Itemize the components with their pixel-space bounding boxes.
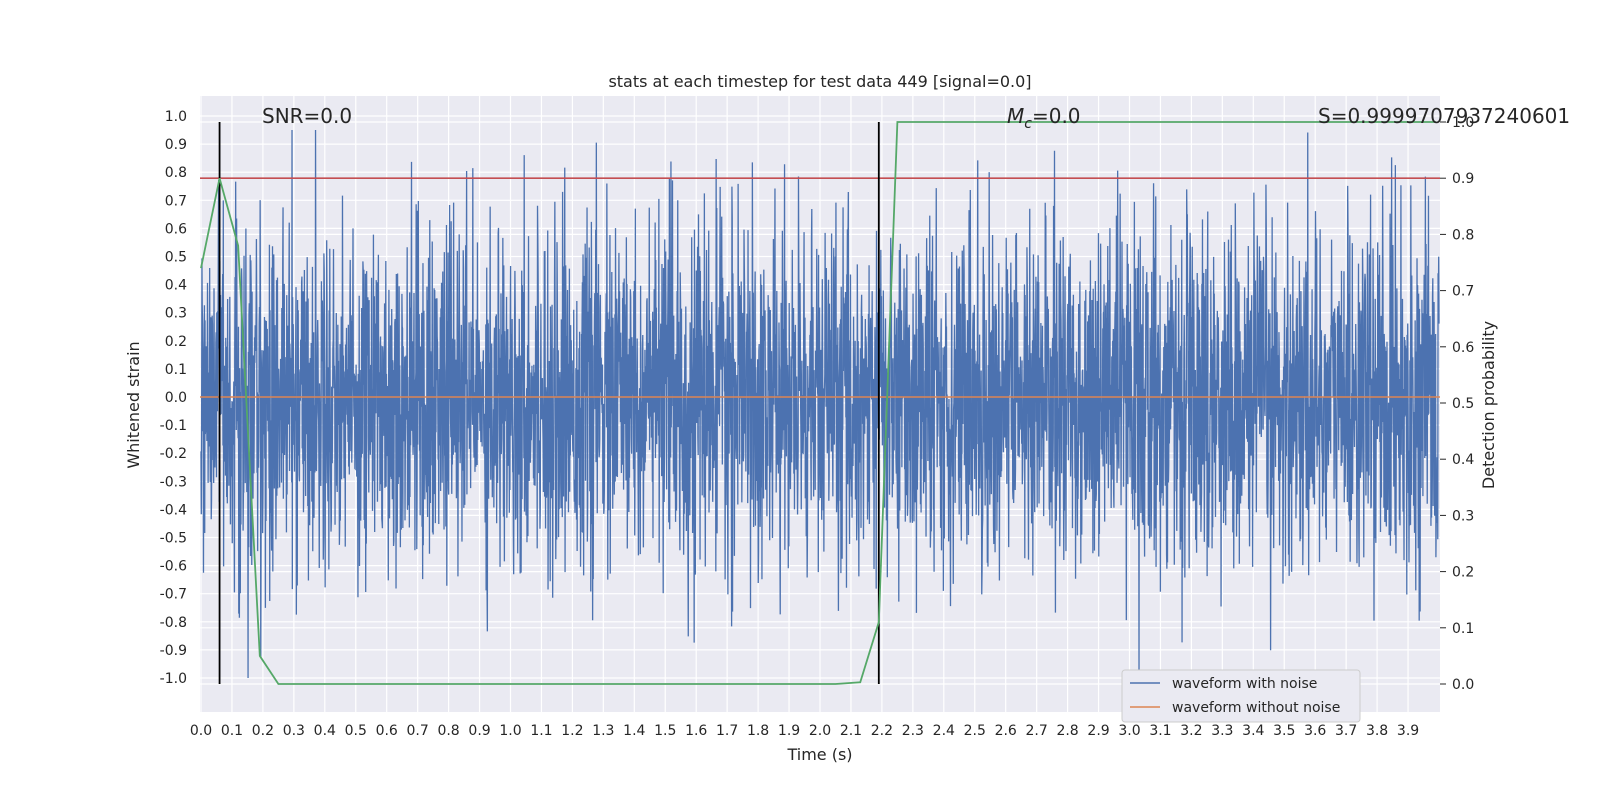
y-right-tick-label: 0.1 (1452, 621, 1474, 637)
x-tick-label: 1.6 (685, 723, 707, 739)
x-tick-label: 1.5 (654, 723, 676, 739)
y-right-tick-label: 0.3 (1452, 508, 1474, 524)
x-tick-label: 0.3 (283, 723, 305, 739)
y-left-tick-label: -0.9 (160, 643, 187, 659)
vertical-markers (218, 122, 880, 684)
y-right-tick-label: 0.9 (1452, 171, 1474, 187)
x-tick-label: 2.8 (1056, 723, 1078, 739)
x-tick-label: 1.0 (499, 723, 521, 739)
y-left-tick-label: 0.0 (165, 390, 187, 406)
x-tick-label: 2.4 (933, 723, 955, 739)
x-tick-label: 3.4 (1242, 723, 1264, 739)
x-tick-label: 0.7 (407, 723, 429, 739)
y-right-tick-label: 0.8 (1452, 227, 1474, 243)
x-tick-label: 3.1 (1149, 723, 1171, 739)
y-right-tick-label: 0.5 (1452, 396, 1474, 412)
noise-waveform (200, 130, 1440, 679)
x-tick-label: 3.7 (1335, 723, 1357, 739)
y-left-tick-label: 0.1 (165, 362, 187, 378)
y-left-tick-label: -0.3 (160, 474, 187, 490)
x-tick-label: 3.5 (1273, 723, 1295, 739)
mc-value: =0.0 (1032, 104, 1081, 128)
y-left-tick-label: -0.4 (160, 502, 187, 518)
x-tick-label: 2.3 (902, 723, 924, 739)
legend-label-clean: waveform without noise (1172, 700, 1340, 716)
snr-annotation: SNR=0.0 (262, 104, 352, 128)
y-left-tick-label: -0.8 (160, 615, 187, 631)
x-tick-label: 0.5 (345, 723, 367, 739)
y-left-axis-label: Whitened strain (124, 341, 143, 468)
x-tick-label: 0.2 (252, 723, 274, 739)
y-left-tick-label: 0.4 (165, 278, 187, 294)
noise-waveform-line (200, 130, 1440, 679)
y-left-tick-label: 1.0 (165, 109, 187, 125)
y-left-tick-label: 0.8 (165, 165, 187, 181)
x-tick-label: 2.9 (1087, 723, 1109, 739)
y-left-tick-label: -1.0 (160, 671, 187, 687)
x-tick-label: 3.2 (1180, 723, 1202, 739)
x-tick-label: 0.6 (376, 723, 398, 739)
y-left-tick-label: -0.1 (160, 418, 187, 434)
legend: waveform with noise waveform without noi… (1121, 669, 1361, 723)
y-right-axis-label: Detection probability (1479, 321, 1498, 489)
probability-curve-line (200, 121, 1436, 685)
x-tick-label: 1.4 (623, 723, 645, 739)
y-left-tick-label: -0.2 (160, 446, 187, 462)
x-tick-label: 3.6 (1304, 723, 1326, 739)
y-left-tick-label: 0.6 (165, 221, 187, 237)
x-tick-label: 1.9 (778, 723, 800, 739)
x-tick-label: 3.9 (1397, 723, 1419, 739)
mc-subscript: c (1024, 116, 1032, 132)
x-axis-ticks: 0.0 0.1 0.2 0.3 0.4 0.5 0.6 0.7 0.8 0.9 1.0 1.1 1.2 1… (190, 723, 1419, 739)
x-tick-label: 1.3 (592, 723, 614, 739)
y-left-tick-label: 0.2 (165, 334, 187, 350)
x-tick-label: 2.5 (964, 723, 986, 739)
x-tick-label: 1.2 (561, 723, 583, 739)
mc-annotation: Mc=0.0 (1007, 104, 1081, 132)
y-left-tick-label: -0.7 (160, 587, 187, 603)
probability-curve (200, 121, 1436, 685)
y-left-tick-label: 0.3 (165, 306, 187, 322)
x-tick-label: 1.1 (530, 723, 552, 739)
y-left-tick-label: 0.5 (165, 250, 187, 266)
x-tick-label: 1.7 (716, 723, 738, 739)
x-tick-label: 2.2 (871, 723, 893, 739)
y-right-tick-label: 1.0 (1452, 115, 1474, 131)
s-annotation: S=0.9999707937240601 (1318, 104, 1570, 128)
y-right-tick-label: 0.2 (1452, 565, 1474, 581)
mc-symbol: M (1007, 104, 1024, 128)
x-tick-label: 2.6 (995, 723, 1017, 739)
legend-label-noise: waveform with noise (1172, 676, 1317, 692)
y-right-tick-label: 0.4 (1452, 452, 1474, 468)
x-tick-label: 1.8 (747, 723, 769, 739)
x-tick-label: 0.9 (468, 723, 490, 739)
x-tick-label: 2.0 (809, 723, 831, 739)
x-tick-label: 0.1 (221, 723, 243, 739)
x-tick-label: 2.1 (840, 723, 862, 739)
x-tick-label: 3.8 (1366, 723, 1388, 739)
x-tick-label: 3.0 (1118, 723, 1140, 739)
y-left-tick-label: -0.5 (160, 531, 187, 547)
x-tick-label: 0.8 (437, 723, 459, 739)
y-right-axis-ticks: 1.0 0.9 0.8 0.7 0.6 0.5 0.4 0.3 0.2 0.1 0.0 (1440, 115, 1474, 693)
y-left-tick-label: -0.6 (160, 559, 187, 575)
x-tick-label: 0.0 (190, 723, 212, 739)
x-axis-label: Time (s) (786, 745, 852, 764)
y-right-tick-label: 0.7 (1452, 284, 1474, 300)
legend-box (1121, 669, 1361, 723)
y-left-axis-ticks: 1.0 0.9 0.8 0.7 0.6 0.5 0.4 0.3 0.2 0.1 0.0 -0.1 -0.… (160, 109, 187, 687)
y-right-tick-label: 0.0 (1452, 677, 1474, 693)
y-right-tick-label: 0.6 (1452, 340, 1474, 356)
x-tick-label: 0.4 (314, 723, 336, 739)
x-tick-label: 3.3 (1211, 723, 1233, 739)
y-left-tick-label: 0.9 (165, 137, 187, 153)
chart-title: stats at each timestep for test data 449… (608, 72, 1031, 91)
x-tick-label: 2.7 (1026, 723, 1048, 739)
y-left-tick-label: 0.7 (165, 193, 187, 209)
